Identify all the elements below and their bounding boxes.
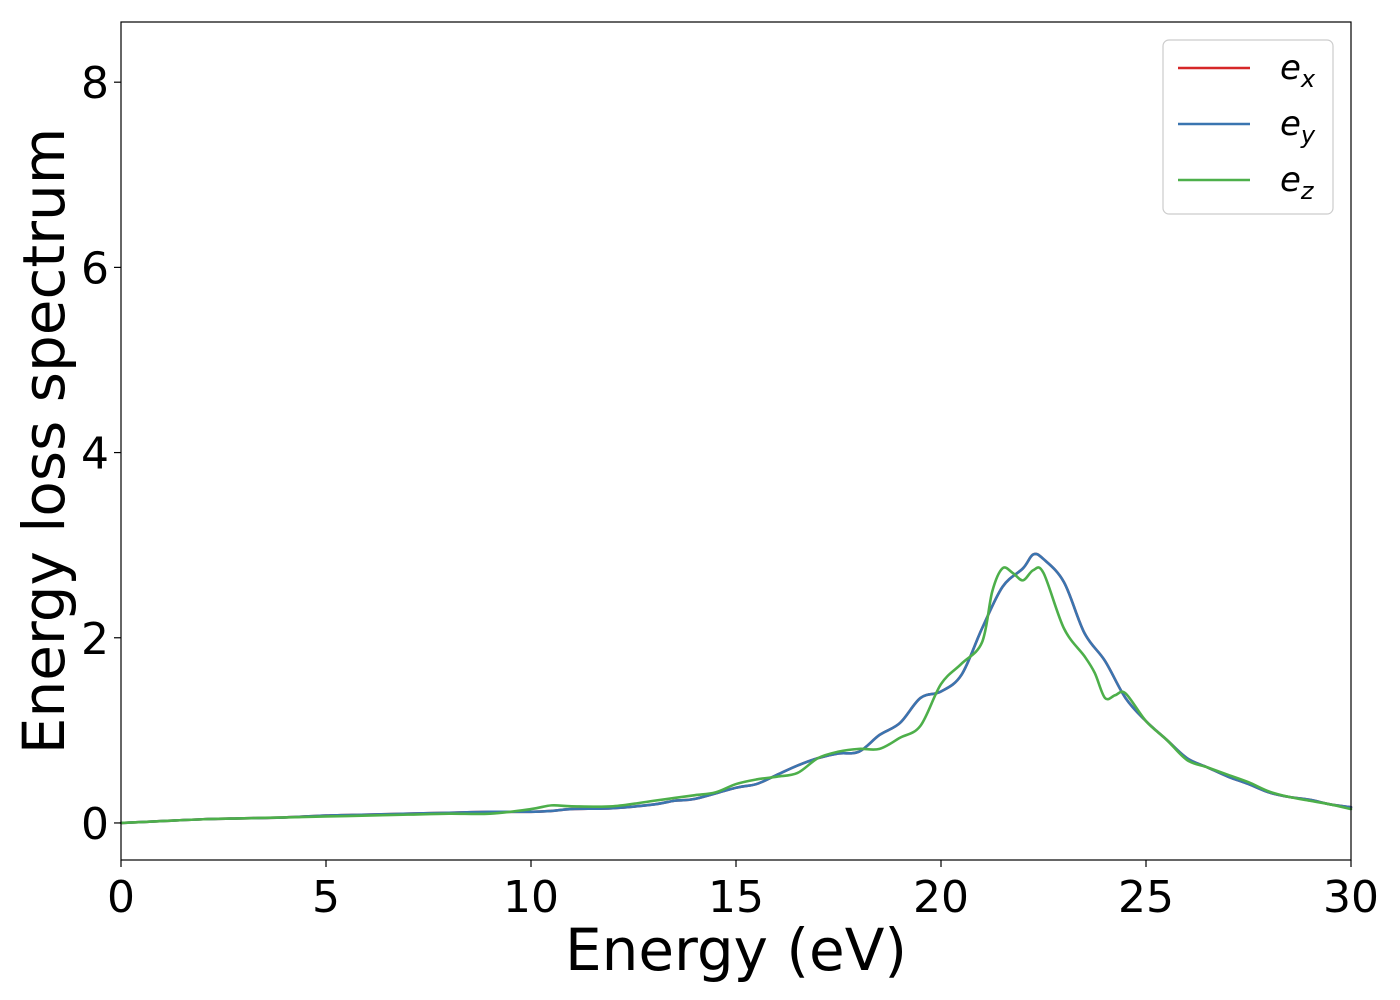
series-layer	[119, 552, 1353, 825]
legend-label-e-x: ex	[1280, 48, 1316, 93]
y-tick-label: 8	[81, 58, 109, 109]
legend-frame	[1162, 39, 1334, 215]
series-line-e-z	[119, 566, 1353, 825]
x-tick-label: 30	[1323, 872, 1379, 923]
x-tick-label: 5	[312, 872, 340, 923]
y-axis-ticks: 0 2 4 6 8	[81, 58, 121, 850]
y-tick-label: 2	[81, 614, 109, 665]
y-tick-label: 6	[81, 243, 109, 294]
y-axis-title: Energy loss spectrum	[10, 128, 78, 754]
x-tick-label: 15	[708, 872, 764, 923]
y-tick-label: 0	[81, 799, 109, 850]
legend-label-e-y: ey	[1280, 104, 1316, 149]
legend-label-e-z: ez	[1280, 160, 1315, 205]
y-tick-label: 4	[81, 429, 109, 480]
x-tick-label: 25	[1118, 872, 1174, 923]
x-axis-ticks: 0 5 10 15 20 25 30	[107, 860, 1379, 923]
x-tick-label: 0	[107, 872, 135, 923]
legend: ex ey ez	[1162, 39, 1334, 215]
x-tick-label: 10	[503, 872, 559, 923]
x-tick-label: 20	[913, 872, 969, 923]
x-axis-title: Energy (eV)	[565, 916, 907, 984]
